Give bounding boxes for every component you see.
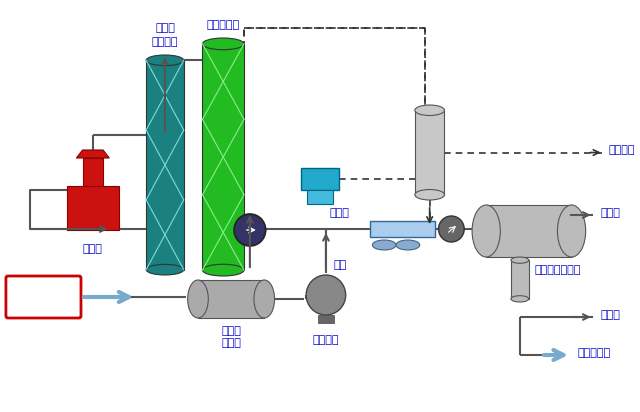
Text: 石脑油: 石脑油 xyxy=(32,290,54,304)
Bar xyxy=(318,315,334,323)
Circle shape xyxy=(306,275,346,315)
Bar xyxy=(307,190,333,204)
Bar xyxy=(198,280,264,318)
Ellipse shape xyxy=(511,296,529,302)
Ellipse shape xyxy=(254,280,275,318)
Text: 加氢精: 加氢精 xyxy=(155,23,175,33)
Ellipse shape xyxy=(188,280,208,318)
Ellipse shape xyxy=(396,240,420,250)
Text: 制反应器: 制反应器 xyxy=(152,37,178,47)
Ellipse shape xyxy=(146,265,184,275)
Polygon shape xyxy=(67,186,118,230)
Circle shape xyxy=(234,214,266,246)
Ellipse shape xyxy=(372,240,396,250)
Text: 加氢反应油: 加氢反应油 xyxy=(578,348,611,358)
Text: 去脱硫: 去脱硫 xyxy=(600,208,620,218)
Ellipse shape xyxy=(146,55,184,66)
Polygon shape xyxy=(76,150,109,158)
Bar xyxy=(486,205,572,257)
Ellipse shape xyxy=(415,105,444,115)
Text: 加热炉: 加热炉 xyxy=(83,244,103,254)
Text: 脱氢反应器: 脱氢反应器 xyxy=(207,20,240,30)
Bar xyxy=(511,260,529,299)
FancyBboxPatch shape xyxy=(6,276,81,318)
Ellipse shape xyxy=(511,257,529,263)
Text: 原料油泵: 原料油泵 xyxy=(313,335,339,345)
Ellipse shape xyxy=(202,264,244,276)
Ellipse shape xyxy=(415,190,444,200)
Text: 原料油: 原料油 xyxy=(221,326,241,336)
Polygon shape xyxy=(83,158,103,186)
Bar xyxy=(202,44,244,270)
Bar xyxy=(415,110,444,195)
Text: 缓冲罐: 缓冲罐 xyxy=(221,338,241,348)
Bar xyxy=(301,168,339,190)
Bar xyxy=(371,221,435,237)
Text: 注水: 注水 xyxy=(334,260,347,270)
Text: 产物气液分离罐: 产物气液分离罐 xyxy=(534,265,581,275)
Circle shape xyxy=(438,216,464,242)
Ellipse shape xyxy=(557,205,586,257)
Text: 重整氢来: 重整氢来 xyxy=(609,145,635,155)
Bar xyxy=(146,60,184,270)
Text: 循环氢: 循环氢 xyxy=(330,208,349,218)
Text: 酸性水: 酸性水 xyxy=(600,310,620,320)
Ellipse shape xyxy=(202,38,244,50)
Ellipse shape xyxy=(472,205,500,257)
